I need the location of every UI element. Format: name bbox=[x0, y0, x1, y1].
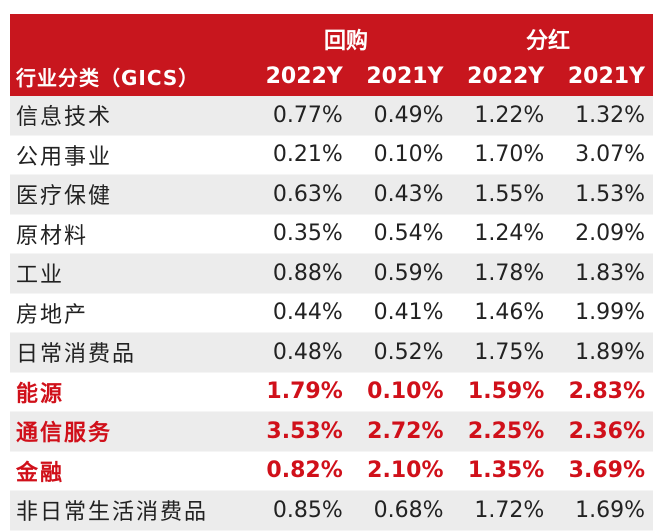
cell-dividend-2021: 1.89% bbox=[575, 339, 645, 365]
cell-dividend-2021: 2.09% bbox=[575, 221, 645, 247]
cell-buyback-2021: 0.54% bbox=[373, 221, 444, 247]
cell-buyback-2021: 0.10% bbox=[373, 142, 444, 168]
cell-buyback-2021: 2.72% bbox=[367, 418, 444, 444]
cell-dividend-2021: 1.83% bbox=[575, 260, 645, 286]
cell-dividend-2021: 2.83% bbox=[568, 379, 645, 405]
cell-dividend-2021: 3.07% bbox=[575, 142, 645, 168]
sector-name: 公用事业 bbox=[16, 144, 113, 170]
column-header-buyback-2022: 2022Y bbox=[265, 63, 343, 89]
cell-dividend-2021: 1.53% bbox=[575, 181, 645, 207]
sector-name: 金融 bbox=[16, 460, 65, 486]
group-dividend-label: 分红 bbox=[526, 29, 571, 54]
cell-buyback-2021: 0.10% bbox=[367, 379, 444, 405]
sector-name: 日常消费品 bbox=[16, 342, 137, 368]
cell-buyback-2021: 0.49% bbox=[373, 102, 444, 128]
cell-dividend-2021: 2.36% bbox=[568, 418, 645, 444]
cell-buyback-2022: 0.82% bbox=[266, 458, 343, 484]
group-buyback-label: 回购 bbox=[324, 29, 369, 54]
cell-buyback-2021: 0.41% bbox=[373, 300, 444, 326]
column-header-dividend-2021: 2021Y bbox=[567, 63, 645, 89]
cell-dividend-2022: 1.46% bbox=[474, 300, 545, 326]
column-header-sector: 行业分类（GICS） bbox=[16, 65, 200, 90]
sector-name: 工业 bbox=[16, 263, 65, 289]
sector-name: 房地产 bbox=[16, 302, 89, 328]
column-header-buyback-2021: 2021Y bbox=[366, 63, 444, 89]
cell-dividend-2021: 3.69% bbox=[568, 458, 645, 484]
table-row: 能源 1.79% 0.10% 1.59% 2.83% bbox=[10, 372, 653, 412]
cell-buyback-2022: 0.77% bbox=[272, 102, 343, 128]
table-row: 非日常生活消费品 0.85% 0.68% 1.72% 1.69% bbox=[10, 491, 653, 531]
cell-buyback-2021: 0.68% bbox=[373, 497, 444, 523]
table-header: 回购 分红 行业分类（GICS） 2022Y 2021Y 2022Y 2021Y bbox=[10, 14, 653, 96]
sector-name: 非日常生活消费品 bbox=[16, 500, 209, 526]
cell-buyback-2022: 1.79% bbox=[266, 379, 343, 405]
cell-dividend-2022: 1.55% bbox=[474, 181, 545, 207]
cell-buyback-2022: 0.21% bbox=[272, 142, 343, 168]
table-row: 房地产 0.44% 0.41% 1.46% 1.99% bbox=[10, 293, 653, 333]
cell-buyback-2022: 0.44% bbox=[272, 300, 343, 326]
cell-buyback-2022: 0.35% bbox=[272, 221, 343, 247]
cell-dividend-2021: 1.99% bbox=[575, 300, 645, 326]
table-body: 信息技术 0.77% 0.49% 1.22% 1.32% 公用事业 0.21% 0.10% 1.… bbox=[10, 96, 653, 531]
cell-buyback-2022: 3.53% bbox=[266, 418, 343, 444]
cell-dividend-2021: 1.32% bbox=[575, 102, 645, 128]
cell-dividend-2022: 1.24% bbox=[474, 221, 545, 247]
cell-buyback-2022: 0.63% bbox=[272, 181, 343, 207]
table-row: 工业 0.88% 0.59% 1.78% 1.83% bbox=[10, 254, 653, 294]
cell-dividend-2022: 1.75% bbox=[474, 339, 545, 365]
cell-dividend-2022: 1.78% bbox=[474, 260, 545, 286]
table-row: 通信服务 3.53% 2.72% 2.25% 2.36% bbox=[10, 412, 653, 452]
table-row: 金融 0.82% 2.10% 1.35% 3.69% bbox=[10, 451, 653, 491]
cell-dividend-2022: 1.59% bbox=[467, 379, 545, 405]
cell-dividend-2022: 1.35% bbox=[467, 458, 545, 484]
cell-buyback-2022: 0.88% bbox=[272, 260, 343, 286]
cell-dividend-2021: 1.69% bbox=[575, 497, 645, 523]
cell-buyback-2022: 0.48% bbox=[272, 339, 343, 365]
column-header-dividend-2022: 2022Y bbox=[467, 63, 545, 89]
header-column-row: 行业分类（GICS） 2022Y 2021Y 2022Y 2021Y bbox=[10, 56, 653, 96]
sector-name: 医疗保健 bbox=[16, 184, 113, 210]
cell-buyback-2021: 0.43% bbox=[373, 181, 444, 207]
sector-name: 能源 bbox=[16, 381, 65, 407]
sector-name: 原材料 bbox=[16, 223, 89, 249]
cell-dividend-2022: 1.70% bbox=[474, 142, 545, 168]
header-group-row: 回购 分红 bbox=[10, 14, 653, 56]
table-row: 原材料 0.35% 0.54% 1.24% 2.09% bbox=[10, 214, 653, 254]
table-row: 日常消费品 0.48% 0.52% 1.75% 1.89% bbox=[10, 333, 653, 373]
cell-buyback-2021: 2.10% bbox=[367, 458, 444, 484]
sector-name: 通信服务 bbox=[16, 421, 113, 447]
cell-dividend-2022: 1.22% bbox=[474, 102, 545, 128]
sector-table: 回购 分红 行业分类（GICS） 2022Y 2021Y 2022Y 2021Y… bbox=[10, 14, 653, 531]
cell-buyback-2021: 0.59% bbox=[373, 260, 444, 286]
table-row: 信息技术 0.77% 0.49% 1.22% 1.32% bbox=[10, 96, 653, 136]
cell-dividend-2022: 2.25% bbox=[467, 418, 545, 444]
cell-buyback-2021: 0.52% bbox=[373, 339, 444, 365]
table-row: 公用事业 0.21% 0.10% 1.70% 3.07% bbox=[10, 135, 653, 175]
cell-dividend-2022: 1.72% bbox=[474, 497, 545, 523]
cell-buyback-2022: 0.85% bbox=[272, 497, 343, 523]
sector-name: 信息技术 bbox=[16, 105, 113, 131]
table-row: 医疗保健 0.63% 0.43% 1.55% 1.53% bbox=[10, 175, 653, 215]
